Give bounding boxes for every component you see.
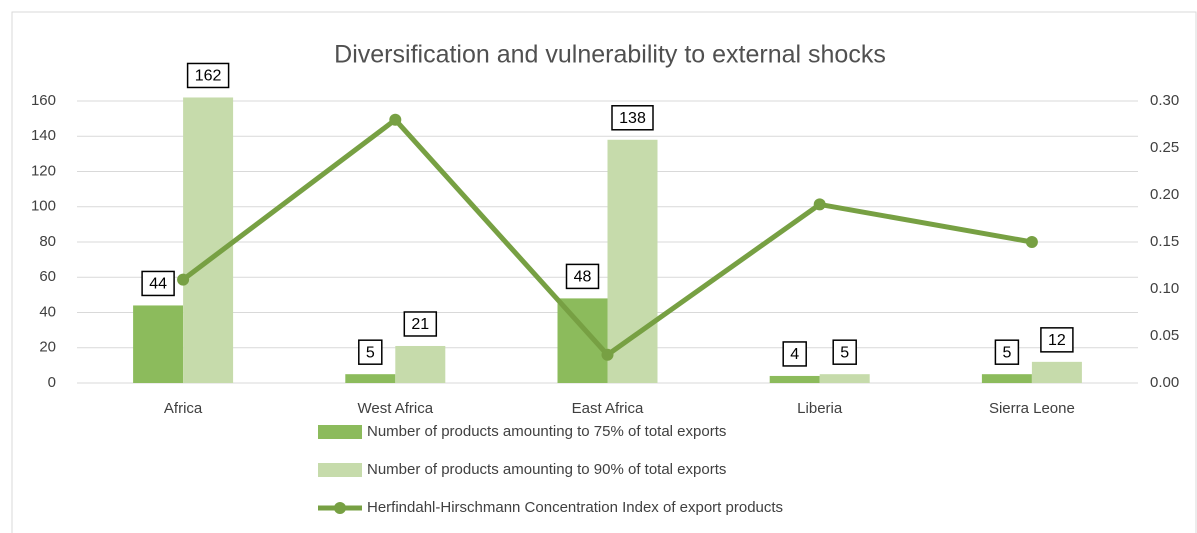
data-label-box <box>141 270 175 297</box>
x-tick-label: East Africa <box>572 400 644 417</box>
y-tick-label: 40 <box>39 303 56 320</box>
data-label: 5 <box>1002 344 1011 361</box>
data-label-box <box>186 62 230 89</box>
data-label: 5 <box>366 344 375 361</box>
data-label-box <box>565 263 600 290</box>
y-tick-label: 80 <box>39 233 56 250</box>
data-label-box <box>611 105 654 131</box>
chart-frame <box>11 11 1197 533</box>
y2-tick-label: 0.25 <box>1150 139 1179 156</box>
y-tick-label: 160 <box>31 92 56 109</box>
data-label: 4 <box>790 346 799 363</box>
bar <box>133 305 184 383</box>
bar <box>1031 361 1082 383</box>
data-label-box <box>1040 327 1074 353</box>
line-marker <box>601 348 614 361</box>
bar <box>345 374 396 383</box>
bar <box>183 97 234 383</box>
data-label: 162 <box>195 68 222 85</box>
legend-label: Herfindahl-Hirschmann Concentration Inde… <box>367 499 783 516</box>
chart-title: Diversification and vulnerability to ext… <box>334 41 886 69</box>
y2-tick-label: 0.05 <box>1150 327 1179 344</box>
y2-tick-label: 0.30 <box>1150 92 1179 109</box>
y-tick-label: 100 <box>31 198 56 215</box>
bar <box>395 345 446 383</box>
data-label-box <box>358 339 383 365</box>
x-tick-label: Sierra Leone <box>989 400 1075 417</box>
y-tick-label: 140 <box>31 127 56 144</box>
data-label-box <box>994 339 1020 365</box>
x-tick-label: Liberia <box>797 400 843 417</box>
legend-swatch <box>334 502 346 514</box>
bar <box>607 139 658 383</box>
y2-tick-label: 0.10 <box>1150 280 1179 297</box>
y2-tick-label: 0.00 <box>1150 374 1179 391</box>
bar <box>981 374 1032 383</box>
line-marker <box>1025 236 1038 248</box>
y2-tick-label: 0.15 <box>1150 233 1179 250</box>
data-label-box <box>782 341 807 367</box>
y-tick-label: 20 <box>39 339 56 356</box>
bar <box>819 374 870 383</box>
legend-swatch <box>318 425 362 439</box>
data-label: 48 <box>574 269 592 286</box>
line-marker <box>389 113 402 126</box>
legend-label: Number of products amounting to 90% of t… <box>367 461 726 478</box>
x-tick-label: Africa <box>164 400 203 417</box>
data-label-box <box>403 311 438 337</box>
line-marker <box>177 273 190 286</box>
y-tick-label: 0 <box>48 374 56 391</box>
line-marker <box>813 198 826 211</box>
y2-tick-label: 0.20 <box>1150 186 1179 203</box>
bar <box>769 375 820 383</box>
data-label-box <box>832 339 857 365</box>
data-label: 138 <box>619 110 646 127</box>
data-label: 44 <box>149 276 167 293</box>
x-tick-label: West Africa <box>358 400 434 417</box>
data-label: 21 <box>411 316 429 333</box>
legend-label: Number of products amounting to 75% of t… <box>367 423 726 440</box>
legend-swatch <box>318 463 362 477</box>
data-label: 5 <box>840 344 849 361</box>
bar <box>557 298 608 383</box>
y-tick-label: 60 <box>39 268 56 285</box>
data-label: 12 <box>1048 332 1066 349</box>
y-tick-label: 120 <box>31 162 56 179</box>
